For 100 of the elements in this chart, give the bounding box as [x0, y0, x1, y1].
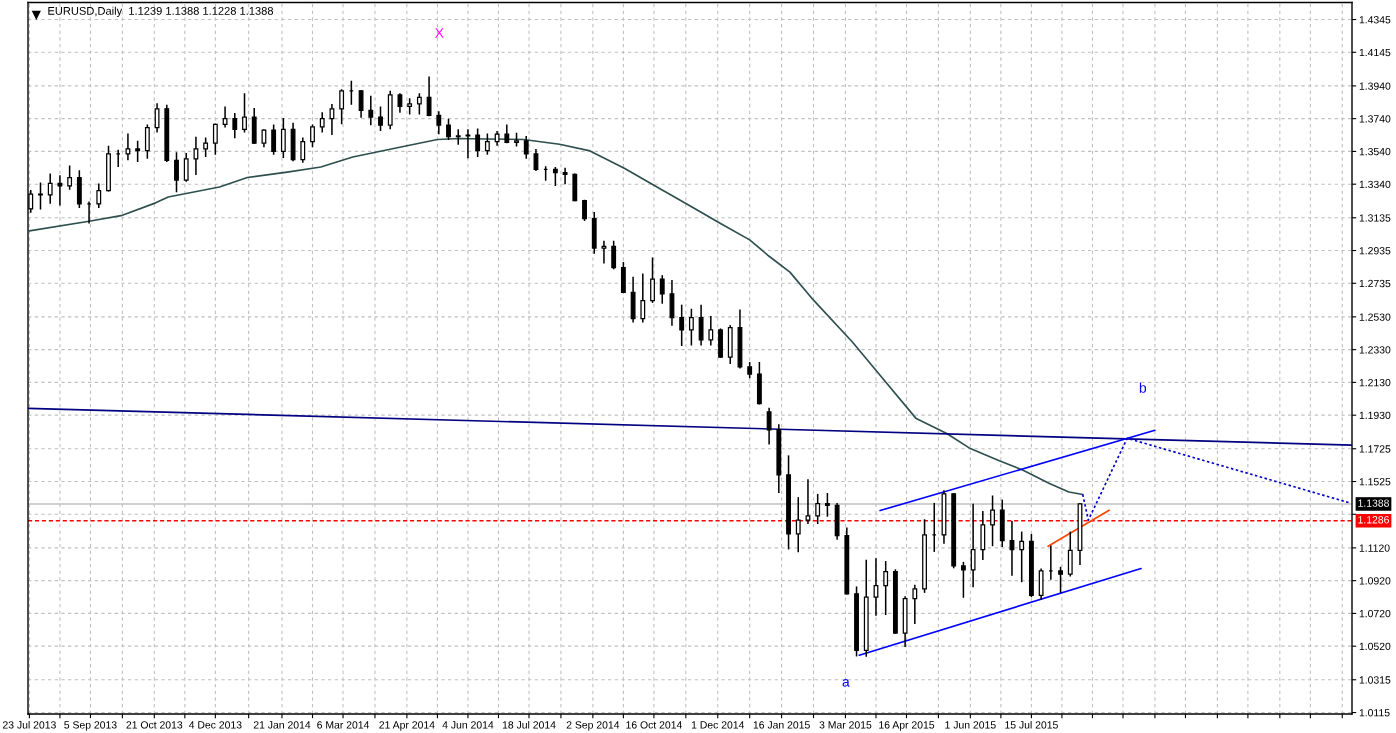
candlestick [484, 133, 490, 155]
ref-line-label: 1.1286 [1358, 516, 1389, 524]
candlestick [1067, 531, 1073, 577]
y-tick-label: 1.4345 [1359, 16, 1391, 24]
candlestick [708, 316, 714, 346]
candlestick [533, 149, 539, 172]
candlestick [1058, 566, 1063, 593]
y-tick-label: 1.4145 [1359, 48, 1391, 57]
y-tick-label: 1.2935 [1359, 247, 1391, 255]
candlestick [912, 584, 918, 625]
chart-title: EURUSD,Daily 1.1239 1.1388 1.1228 1.1388 [48, 6, 274, 18]
candlestick [601, 240, 607, 264]
candlestick [310, 124, 315, 148]
candlestick [426, 76, 432, 117]
candlestick [222, 106, 228, 128]
candlestick [232, 112, 238, 139]
y-tick-label: 1.0520 [1359, 642, 1391, 651]
y-tick-label: 1.1120 [1359, 544, 1390, 552]
y-tick-label: 1.3940 [1359, 82, 1391, 90]
candlestick [650, 257, 655, 303]
candlestick [271, 124, 277, 155]
candlestick [57, 175, 63, 206]
x-tick-label: 21 Apr 2014 [379, 721, 435, 731]
y-tick-label: 1.0115 [1359, 709, 1390, 717]
candlestick [688, 308, 694, 346]
x-tick-label: 21 Jan 2014 [253, 721, 311, 729]
x-tick-label: 16 Jan 2015 [753, 721, 810, 729]
candlestick [125, 133, 131, 161]
x-tick-label: 18 Jul 2014 [502, 720, 556, 729]
x-tick-label: 21 Oct 2013 [126, 721, 183, 729]
line-series [1081, 437, 1352, 522]
x-tick-label: 16 Oct 2014 [626, 721, 682, 729]
candlestick [766, 407, 772, 445]
x-tick-label: 4 Dec 2013 [188, 721, 242, 729]
candlestick [300, 137, 306, 163]
candlestick [824, 493, 830, 517]
candlestick [242, 93, 247, 133]
y-tick-label: 1.2530 [1359, 313, 1391, 321]
candlestick [38, 182, 43, 210]
candlestick [358, 90, 364, 118]
candlestick [183, 153, 189, 182]
y-tick-label: 1.0920 [1359, 577, 1391, 585]
x-tick-label: 3 Mar 2015 [819, 721, 872, 729]
candlestick [154, 103, 160, 133]
candlestick [368, 95, 374, 126]
y-tick-label: 1.0315 [1359, 676, 1391, 684]
candlestick [970, 503, 976, 588]
y-tick-label: 1.0720 [1359, 609, 1391, 618]
candlestick [465, 129, 471, 159]
candlestick [455, 129, 461, 145]
candlestick [562, 167, 568, 185]
candlestick [280, 117, 286, 158]
y-tick-label: 1.1930 [1359, 411, 1391, 420]
x-tick-label: 6 Mar 2014 [317, 721, 370, 729]
candlestick [319, 112, 325, 133]
candlestick [475, 128, 481, 158]
candlestick [416, 93, 422, 115]
candlestick [174, 152, 179, 193]
y-tick-label: 1.3740 [1359, 115, 1391, 123]
x-tick-label: 2 Sep 2014 [566, 721, 620, 731]
candlestick [815, 493, 821, 525]
x-tick-label: 4 Jun 2014 [442, 721, 494, 729]
candlestick [144, 124, 150, 159]
candlestick [67, 165, 73, 190]
candlestick [960, 561, 966, 598]
candlestick [805, 479, 811, 525]
y-tick-label: 1.2130 [1359, 378, 1391, 387]
candlestick [436, 111, 442, 135]
annotation: X [435, 28, 444, 38]
candlestick [990, 495, 995, 547]
candlestick [96, 183, 102, 208]
y-tick-label: 1.3135 [1359, 214, 1391, 222]
candlestick [397, 93, 403, 113]
y-tick-label: 1.1725 [1359, 445, 1391, 453]
candlestick [698, 304, 704, 346]
y-tick-label: 1.3540 [1359, 147, 1391, 156]
candlestick [135, 140, 141, 163]
x-tick-label: 16 Apr 2015 [879, 721, 935, 731]
candlestick [212, 123, 218, 155]
candlestick [446, 118, 451, 140]
x-tick-label: 1 Dec 2014 [691, 721, 745, 729]
y-tick-label: 1.1525 [1359, 478, 1391, 486]
candlestick [203, 137, 209, 158]
candlestick [378, 106, 383, 131]
x-tick-label: 23 Jul 2013 [2, 720, 56, 729]
x-tick-label: 1 Jun 2015 [945, 721, 996, 729]
candlestick [329, 103, 335, 135]
candlestick [679, 304, 685, 346]
candlestick [523, 135, 529, 159]
annotation: b [1139, 382, 1147, 393]
candlestick [883, 561, 889, 615]
candlestick [582, 199, 587, 221]
y-tick-label: 1.2735 [1359, 279, 1391, 288]
ref-line-label: 1.1388 [1358, 499, 1389, 507]
candlestick [640, 273, 646, 323]
x-tick-label: 15 Jul 2015 [1005, 720, 1058, 729]
candlestick [611, 240, 617, 270]
candlestick [795, 497, 801, 553]
y-tick-label: 1.3340 [1359, 180, 1391, 189]
candlestick [47, 173, 53, 204]
